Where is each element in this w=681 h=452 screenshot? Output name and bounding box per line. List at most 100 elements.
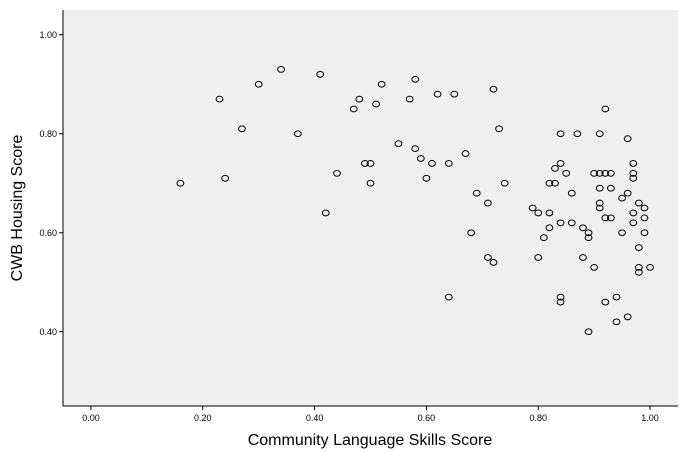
data-point bbox=[618, 194, 626, 202]
data-point bbox=[590, 264, 599, 271]
x-tick-label: 0.20 bbox=[194, 413, 212, 423]
x-axis-title: Community Language Skills Score bbox=[248, 432, 493, 449]
x-tick-label: 0.00 bbox=[82, 413, 100, 423]
data-point bbox=[215, 95, 224, 103]
data-point bbox=[221, 174, 230, 182]
data-point bbox=[416, 155, 425, 162]
data-point bbox=[567, 189, 576, 197]
data-point bbox=[405, 95, 414, 103]
data-point bbox=[450, 90, 459, 98]
data-point bbox=[377, 80, 386, 88]
y-tick-label: 0.80 bbox=[39, 129, 57, 139]
data-point bbox=[489, 85, 498, 93]
data-point bbox=[567, 219, 576, 227]
data-point bbox=[595, 169, 604, 177]
data-points bbox=[176, 66, 654, 336]
data-point bbox=[612, 293, 621, 301]
x-tick-label: 0.40 bbox=[306, 413, 324, 423]
data-point bbox=[584, 229, 593, 237]
data-point bbox=[618, 229, 626, 237]
data-point bbox=[545, 179, 554, 187]
data-point bbox=[366, 160, 375, 167]
data-point bbox=[623, 313, 632, 321]
data-point bbox=[539, 234, 548, 242]
data-point bbox=[595, 130, 604, 138]
data-point bbox=[640, 214, 649, 222]
data-point bbox=[629, 169, 638, 177]
data-point bbox=[601, 105, 610, 113]
data-point bbox=[444, 293, 453, 301]
data-point bbox=[361, 160, 369, 167]
data-point bbox=[277, 66, 285, 73]
data-point bbox=[500, 179, 509, 187]
data-point bbox=[551, 165, 559, 172]
data-point bbox=[428, 160, 436, 167]
data-point bbox=[634, 199, 643, 207]
data-point bbox=[444, 160, 453, 167]
data-point bbox=[433, 90, 442, 98]
data-point bbox=[254, 80, 263, 88]
data-point bbox=[551, 179, 559, 187]
data-point bbox=[590, 169, 599, 177]
data-point bbox=[545, 209, 554, 217]
data-point bbox=[556, 160, 565, 167]
data-point bbox=[634, 268, 643, 276]
data-point bbox=[472, 189, 481, 197]
data-point bbox=[595, 204, 604, 212]
data-point bbox=[584, 328, 593, 336]
data-point bbox=[607, 214, 615, 222]
data-point bbox=[607, 184, 615, 192]
data-point bbox=[366, 179, 375, 187]
data-point bbox=[640, 204, 649, 212]
data-point bbox=[556, 219, 565, 227]
data-point bbox=[176, 179, 185, 187]
data-point bbox=[355, 95, 364, 103]
data-point bbox=[629, 174, 638, 182]
data-point bbox=[556, 298, 565, 306]
y-axis-ticks: 0.40 0.60 0.80 1.00 bbox=[39, 30, 63, 337]
y-tick-label: 0.60 bbox=[39, 228, 57, 238]
data-point bbox=[411, 145, 420, 153]
data-point bbox=[484, 254, 492, 261]
data-point bbox=[467, 229, 476, 237]
data-point bbox=[629, 209, 638, 217]
data-point bbox=[528, 204, 537, 212]
data-point bbox=[579, 254, 587, 261]
data-point bbox=[534, 209, 543, 217]
data-point bbox=[411, 75, 420, 83]
data-point bbox=[495, 125, 503, 133]
x-tick-label: 0.60 bbox=[418, 413, 436, 423]
data-point bbox=[556, 130, 565, 138]
data-point bbox=[293, 130, 302, 138]
y-axis-title: CWB Housing Score bbox=[9, 135, 26, 282]
data-point bbox=[601, 298, 610, 306]
x-tick-label: 0.80 bbox=[529, 413, 547, 423]
x-tick-label: 1.00 bbox=[641, 413, 659, 423]
data-point bbox=[556, 293, 565, 301]
data-point bbox=[321, 209, 330, 217]
data-point bbox=[623, 135, 632, 143]
data-point bbox=[634, 244, 643, 252]
data-point bbox=[238, 125, 246, 133]
data-point bbox=[461, 150, 470, 157]
y-tick-label: 1.00 bbox=[39, 30, 57, 40]
data-point bbox=[595, 199, 604, 207]
data-point bbox=[646, 264, 654, 271]
data-point bbox=[601, 169, 610, 177]
data-point bbox=[562, 169, 571, 177]
data-point bbox=[634, 264, 643, 271]
data-point bbox=[612, 318, 621, 326]
data-point bbox=[640, 229, 649, 237]
data-point bbox=[484, 199, 492, 207]
data-point bbox=[349, 105, 358, 113]
data-point bbox=[333, 169, 341, 177]
x-axis-ticks: 0.00 0.20 0.40 0.60 0.80 1.00 bbox=[82, 406, 659, 423]
data-point bbox=[629, 160, 638, 167]
data-point bbox=[489, 259, 498, 266]
data-point bbox=[595, 184, 604, 192]
data-point bbox=[579, 224, 587, 232]
y-tick-label: 0.40 bbox=[39, 327, 57, 337]
plot-area bbox=[63, 10, 678, 406]
data-point bbox=[316, 70, 325, 78]
